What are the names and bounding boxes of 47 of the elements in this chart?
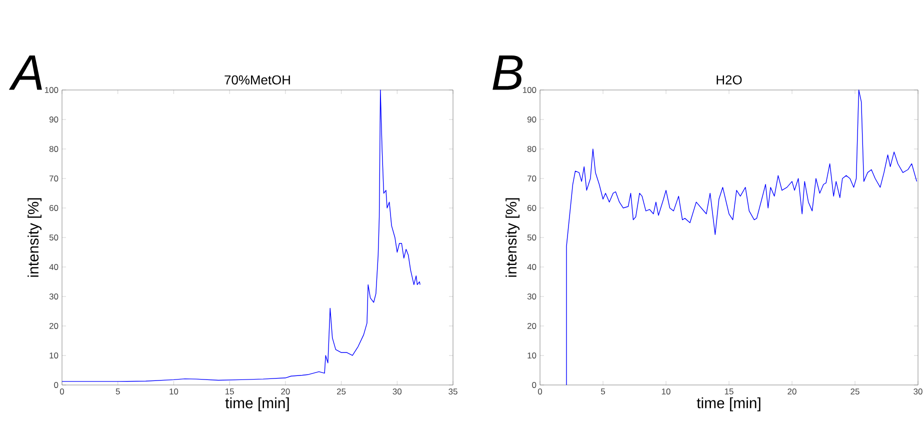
line-series xyxy=(62,90,420,382)
x-tick-label: 10 xyxy=(170,388,178,394)
x-tick-label: 15 xyxy=(226,388,234,394)
y-tick-label: 40 xyxy=(527,264,536,270)
x-tick-label: 35 xyxy=(448,388,458,394)
y-tick-label: 0 xyxy=(532,382,536,388)
x-tick-label: 30 xyxy=(392,388,402,394)
x-tick-label: 10 xyxy=(662,388,670,394)
x-tick-label: 15 xyxy=(724,388,734,394)
y-tick-label: 100 xyxy=(523,86,536,93)
x-tick-label: 20 xyxy=(281,388,290,394)
y-tick-label: 80 xyxy=(527,146,536,152)
y-tick-label: 70 xyxy=(528,175,536,182)
y-axis-title: intensity [%] xyxy=(506,198,520,277)
x-axis-title: time [min] xyxy=(225,397,289,412)
chart-title: H2O xyxy=(716,75,742,84)
y-tick-label: 20 xyxy=(49,322,58,329)
y-tick-label: 60 xyxy=(528,204,536,211)
x-axis-title: time [min] xyxy=(696,397,760,412)
y-tick-label: 50 xyxy=(49,234,58,240)
x-tick-label: 25 xyxy=(337,388,346,394)
x-tick-label: 5 xyxy=(601,388,606,394)
y-tick-label: 80 xyxy=(49,146,58,152)
y-tick-label: 60 xyxy=(50,204,58,211)
x-tick-label: 5 xyxy=(116,388,120,394)
y-tick-label: 100 xyxy=(45,86,58,93)
y-tick-label: 70 xyxy=(50,175,58,182)
y-tick-label: 20 xyxy=(527,322,536,329)
y-axis-title: intensity [%] xyxy=(28,198,42,277)
y-tick-label: 90 xyxy=(527,116,536,122)
y-tick-label: 30 xyxy=(527,293,536,300)
x-tick-label: 0 xyxy=(60,388,64,394)
x-tick-label: 0 xyxy=(538,388,542,394)
chart-title: 70%MetOH xyxy=(224,75,290,84)
y-tick-label: 50 xyxy=(527,234,536,240)
x-tick-label: 30 xyxy=(914,388,922,394)
text: B xyxy=(492,56,523,90)
x-tick-label: 20 xyxy=(788,388,796,394)
y-tick-label: 0 xyxy=(54,382,58,388)
x-tick-label: 25 xyxy=(850,388,860,394)
y-tick-label: 10 xyxy=(528,352,536,358)
y-tick-label: 30 xyxy=(49,293,58,300)
y-tick-label: 10 xyxy=(50,352,58,358)
y-tick-label: 40 xyxy=(49,264,58,270)
line-series xyxy=(566,90,918,386)
text: A xyxy=(8,56,42,90)
y-tick-label: 90 xyxy=(49,116,58,122)
